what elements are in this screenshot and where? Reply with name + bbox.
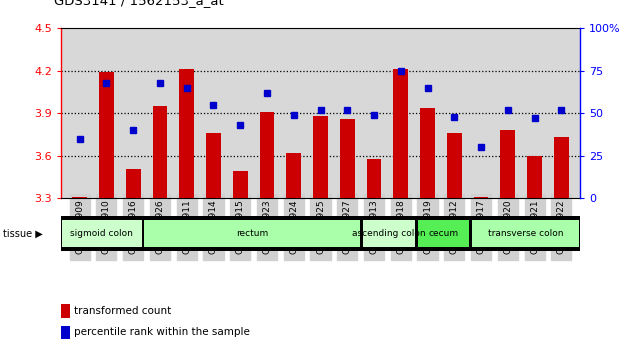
Bar [61,326,71,339]
Bar [260,112,274,198]
Text: cecum: cecum [428,229,458,238]
Bar [99,72,113,198]
Bar [363,220,415,247]
Bar [153,106,167,198]
Bar [144,220,360,247]
Bar [501,130,515,198]
Bar [474,197,488,198]
Bar [420,108,435,198]
Bar [528,156,542,198]
Bar [472,220,579,247]
Bar [179,69,194,198]
Bar [126,169,140,198]
Text: ascending colon: ascending colon [352,229,426,238]
Bar [394,69,408,198]
Text: transverse colon: transverse colon [488,229,563,238]
Bar [313,116,328,198]
Text: percentile rank within the sample: percentile rank within the sample [74,327,250,337]
Bar [61,304,71,318]
Bar [554,137,569,198]
Bar [340,119,354,198]
Bar [62,220,142,247]
Text: tissue ▶: tissue ▶ [3,229,43,239]
Text: sigmoid colon: sigmoid colon [71,229,133,238]
Text: transformed count: transformed count [74,306,171,316]
Bar [233,171,247,198]
Bar [367,159,381,198]
Bar [417,220,469,247]
Bar [72,197,87,198]
Bar [447,133,462,198]
Bar [287,153,301,198]
Bar [206,133,221,198]
Text: GDS3141 / 1562153_a_at: GDS3141 / 1562153_a_at [54,0,224,7]
Text: rectum: rectum [236,229,269,238]
